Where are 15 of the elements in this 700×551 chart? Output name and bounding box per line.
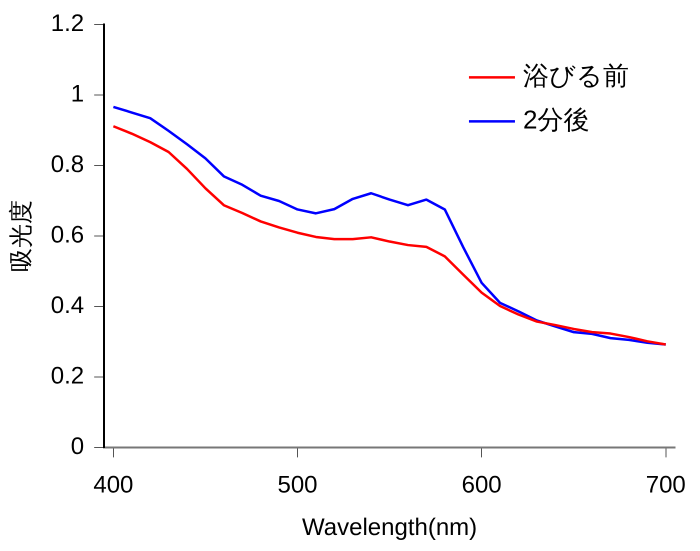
x-tick-label: 600 <box>462 471 502 498</box>
y-tick-label: 1 <box>70 80 84 108</box>
y-tick-label: 0.4 <box>50 292 84 320</box>
x-axis-title: Wavelength(nm) <box>302 514 478 542</box>
legend-label: 浴びる前 <box>522 60 629 91</box>
y-tick-label: 0 <box>70 433 84 460</box>
y-tick-label: 1.2 <box>50 10 84 38</box>
y-tick-label: 0.8 <box>50 151 84 178</box>
y-axis-title: 吸光度 <box>8 200 36 272</box>
y-tick-label: 0.2 <box>50 362 84 390</box>
x-tick-label: 500 <box>277 471 318 498</box>
y-tick-label: 0.6 <box>50 222 84 249</box>
legend-label: 2分後 <box>522 104 590 135</box>
x-tick-label: 700 <box>646 471 686 498</box>
x-tick-label: 400 <box>93 471 134 498</box>
